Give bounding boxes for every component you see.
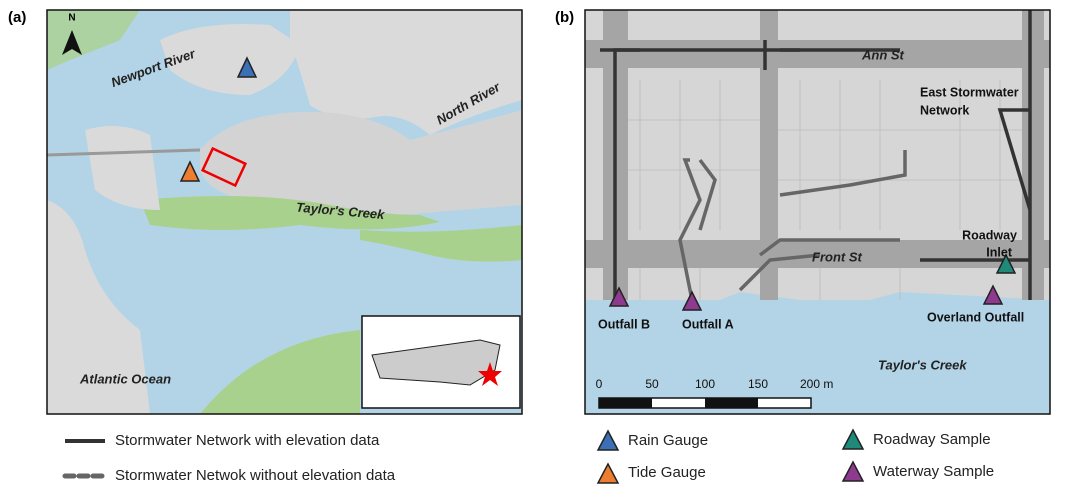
panel-a: (a) N Newport River North River Taylor's… xyxy=(8,9,522,414)
legend-marker xyxy=(598,431,618,450)
legend-marker xyxy=(843,462,863,481)
figure: (a) N Newport River North River Taylor's… xyxy=(0,0,1076,486)
legend-text: Rain Gauge xyxy=(628,432,708,449)
site-label: Outfall A xyxy=(682,317,734,331)
street-label: Ann St xyxy=(861,47,905,62)
site-label: Inlet xyxy=(986,245,1013,259)
site-label: Overland Outfall xyxy=(927,310,1024,324)
legend-text: Waterway Sample xyxy=(873,463,994,480)
scale-label: 50 xyxy=(645,377,659,391)
network-label: Network xyxy=(920,103,969,117)
scale-label: 0 xyxy=(596,377,603,391)
panel-b: (b) Ann St Front St East Stormwater Netw… xyxy=(555,9,1050,414)
network-label: East Stormwater xyxy=(920,85,1019,99)
north-label: N xyxy=(68,13,75,24)
scale-label: 100 xyxy=(695,377,715,391)
street-label: Front St xyxy=(812,249,862,264)
panel-label: (b) xyxy=(555,9,574,26)
scale-label: 200 m xyxy=(800,377,833,391)
site-label: Roadway xyxy=(962,228,1017,242)
legend-text: Roadway Sample xyxy=(873,431,991,448)
legend: Stormwater Network with elevation data S… xyxy=(65,430,994,484)
scale-label: 150 xyxy=(748,377,768,391)
place-label: Atlantic Ocean xyxy=(79,371,171,386)
legend-text: Stormwater Network with elevation data xyxy=(115,432,380,449)
water-label: Taylor's Creek xyxy=(878,357,967,372)
legend-text: Tide Gauge xyxy=(628,464,706,481)
legend-marker xyxy=(598,464,618,483)
site-label: Outfall B xyxy=(598,317,650,331)
panel-label: (a) xyxy=(8,9,26,26)
legend-marker xyxy=(843,430,863,449)
legend-text: Stormwater Netwok without elevation data xyxy=(115,467,396,484)
